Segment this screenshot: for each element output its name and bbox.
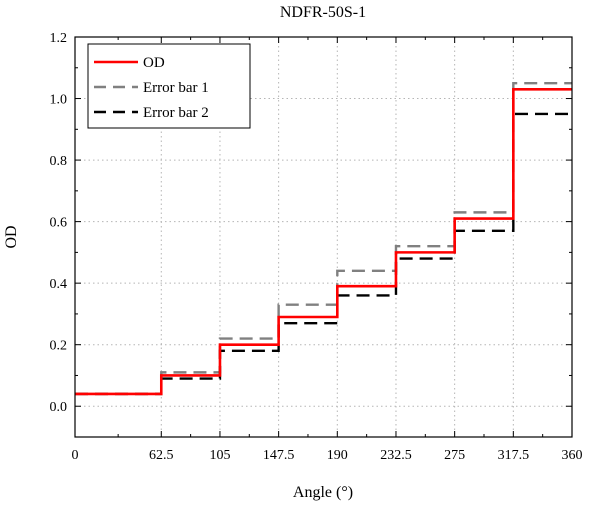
plot-frame xyxy=(74,36,573,438)
series-line-error-bar-1 xyxy=(75,81,572,396)
x-tick-label: 147.5 xyxy=(263,448,295,463)
x-tick-label: 275 xyxy=(444,448,465,463)
legend-label: OD xyxy=(143,55,165,71)
y-tick-label: 0.4 xyxy=(50,277,68,292)
legend-label: Error bar 1 xyxy=(143,80,209,96)
y-axis-label: OD xyxy=(3,225,20,248)
x-tick-label: 190 xyxy=(327,448,348,463)
x-axis-label: Angle (°) xyxy=(293,484,353,501)
series-line-od xyxy=(75,88,572,396)
y-tick-label: 0.6 xyxy=(50,216,68,231)
y-tick-label: 1.0 xyxy=(50,93,68,108)
x-tick-label: 317.5 xyxy=(498,448,530,463)
x-tick-label: 0 xyxy=(72,448,79,463)
series-lines xyxy=(75,81,572,396)
legend-label: Error bar 2 xyxy=(143,105,209,121)
y-tick-label: 0.2 xyxy=(50,339,68,354)
x-tick-label: 360 xyxy=(562,448,583,463)
y-tick-label: 0.0 xyxy=(50,400,68,415)
chart-title: NDFR-50S-1 xyxy=(280,4,366,21)
y-tick-label: 0.8 xyxy=(50,154,68,169)
y-tick-label: 1.2 xyxy=(50,31,68,46)
grid-lines xyxy=(75,37,572,437)
legend: OD Error bar 1 Error bar 2 xyxy=(87,43,251,129)
x-tick-label: 232.5 xyxy=(380,448,412,463)
axis-ticks: 0 62.5 105 147.5 190 232.5 275 317.5 360 0.0 0.2 0.… xyxy=(50,31,583,463)
series-line-error-bar-2 xyxy=(75,112,572,396)
x-tick-label: 105 xyxy=(209,448,230,463)
x-tick-label: 62.5 xyxy=(149,448,174,463)
